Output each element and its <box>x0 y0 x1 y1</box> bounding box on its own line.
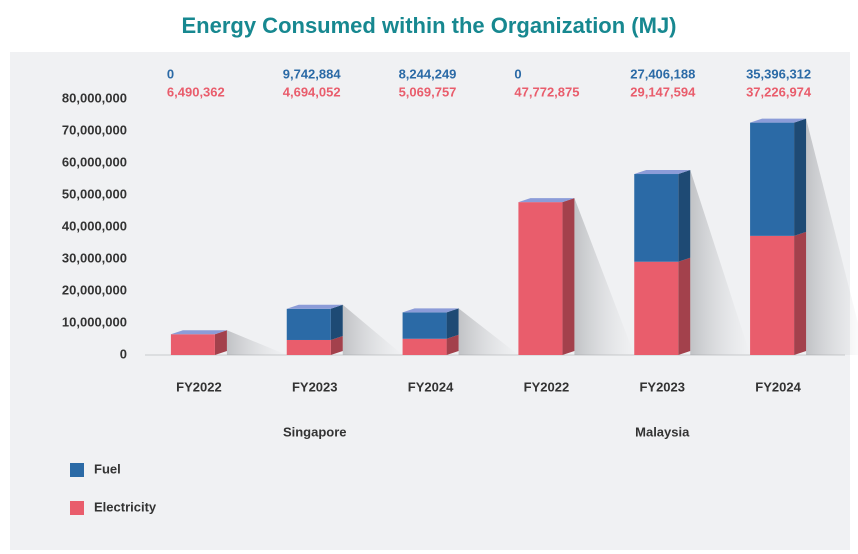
bar-top <box>634 170 691 175</box>
bar-side <box>678 170 691 262</box>
bar <box>750 235 795 355</box>
x-tick-label: FY2024 <box>755 379 801 394</box>
bar <box>286 339 331 355</box>
y-tick-label: 20,000,000 <box>62 282 127 297</box>
value-label: 47,772,875 <box>514 84 579 99</box>
bar-side <box>446 308 459 339</box>
value-label: 29,147,594 <box>630 84 696 99</box>
bar-shadow <box>226 330 287 355</box>
y-tick-label: 40,000,000 <box>62 218 127 233</box>
bar-top <box>750 118 807 123</box>
value-label: 5,069,757 <box>399 84 457 99</box>
y-tick-label: 60,000,000 <box>62 154 127 169</box>
bar <box>170 334 215 355</box>
y-tick-label: 0 <box>120 346 127 361</box>
bar-top <box>518 198 575 203</box>
bar-shadow <box>806 118 858 355</box>
x-tick-label: FY2022 <box>524 379 570 394</box>
value-label: 9,742,884 <box>283 66 342 81</box>
y-tick-label: 30,000,000 <box>62 250 127 265</box>
group-label: Singapore <box>283 424 347 439</box>
value-label: 35,396,312 <box>746 66 811 81</box>
y-tick-label: 10,000,000 <box>62 314 127 329</box>
legend-label: Fuel <box>94 461 121 476</box>
legend-swatch <box>70 501 84 515</box>
value-label: 0 <box>167 66 174 81</box>
value-label: 8,244,249 <box>399 66 457 81</box>
bar-side <box>330 335 343 355</box>
bar-side <box>446 334 459 355</box>
bar-shadow <box>690 170 751 355</box>
x-tick-label: FY2023 <box>292 379 338 394</box>
bar <box>634 174 679 262</box>
chart-title: Energy Consumed within the Organization … <box>181 13 676 38</box>
bar-side <box>562 198 575 355</box>
group-label: Malaysia <box>635 424 690 439</box>
bar-side <box>678 257 691 355</box>
bar <box>286 308 331 340</box>
legend-label: Electricity <box>94 499 157 514</box>
bar <box>402 312 447 339</box>
y-tick-label: 80,000,000 <box>62 90 127 105</box>
x-tick-label: FY2023 <box>639 379 685 394</box>
bar-top <box>286 304 343 309</box>
value-label: 27,406,188 <box>630 66 695 81</box>
value-label: 37,226,974 <box>746 84 812 99</box>
x-tick-label: FY2022 <box>176 379 222 394</box>
y-tick-label: 50,000,000 <box>62 186 127 201</box>
bar-side <box>330 304 343 340</box>
bar-side <box>214 330 227 355</box>
legend-swatch <box>70 463 84 477</box>
bar-shadow <box>458 308 519 355</box>
bar-shadow <box>574 198 635 355</box>
bar <box>750 122 795 236</box>
bar-shadow <box>342 304 403 355</box>
bar-top <box>402 308 459 313</box>
y-tick-label: 70,000,000 <box>62 122 127 137</box>
bar-top <box>170 330 227 335</box>
bar <box>518 202 563 355</box>
value-label: 6,490,362 <box>167 84 225 99</box>
bar-side <box>794 231 807 355</box>
bar <box>634 261 679 355</box>
bar-side <box>794 118 807 236</box>
value-label: 4,694,052 <box>283 84 341 99</box>
x-tick-label: FY2024 <box>408 379 454 394</box>
bar <box>402 338 447 355</box>
value-label: 0 <box>514 66 521 81</box>
